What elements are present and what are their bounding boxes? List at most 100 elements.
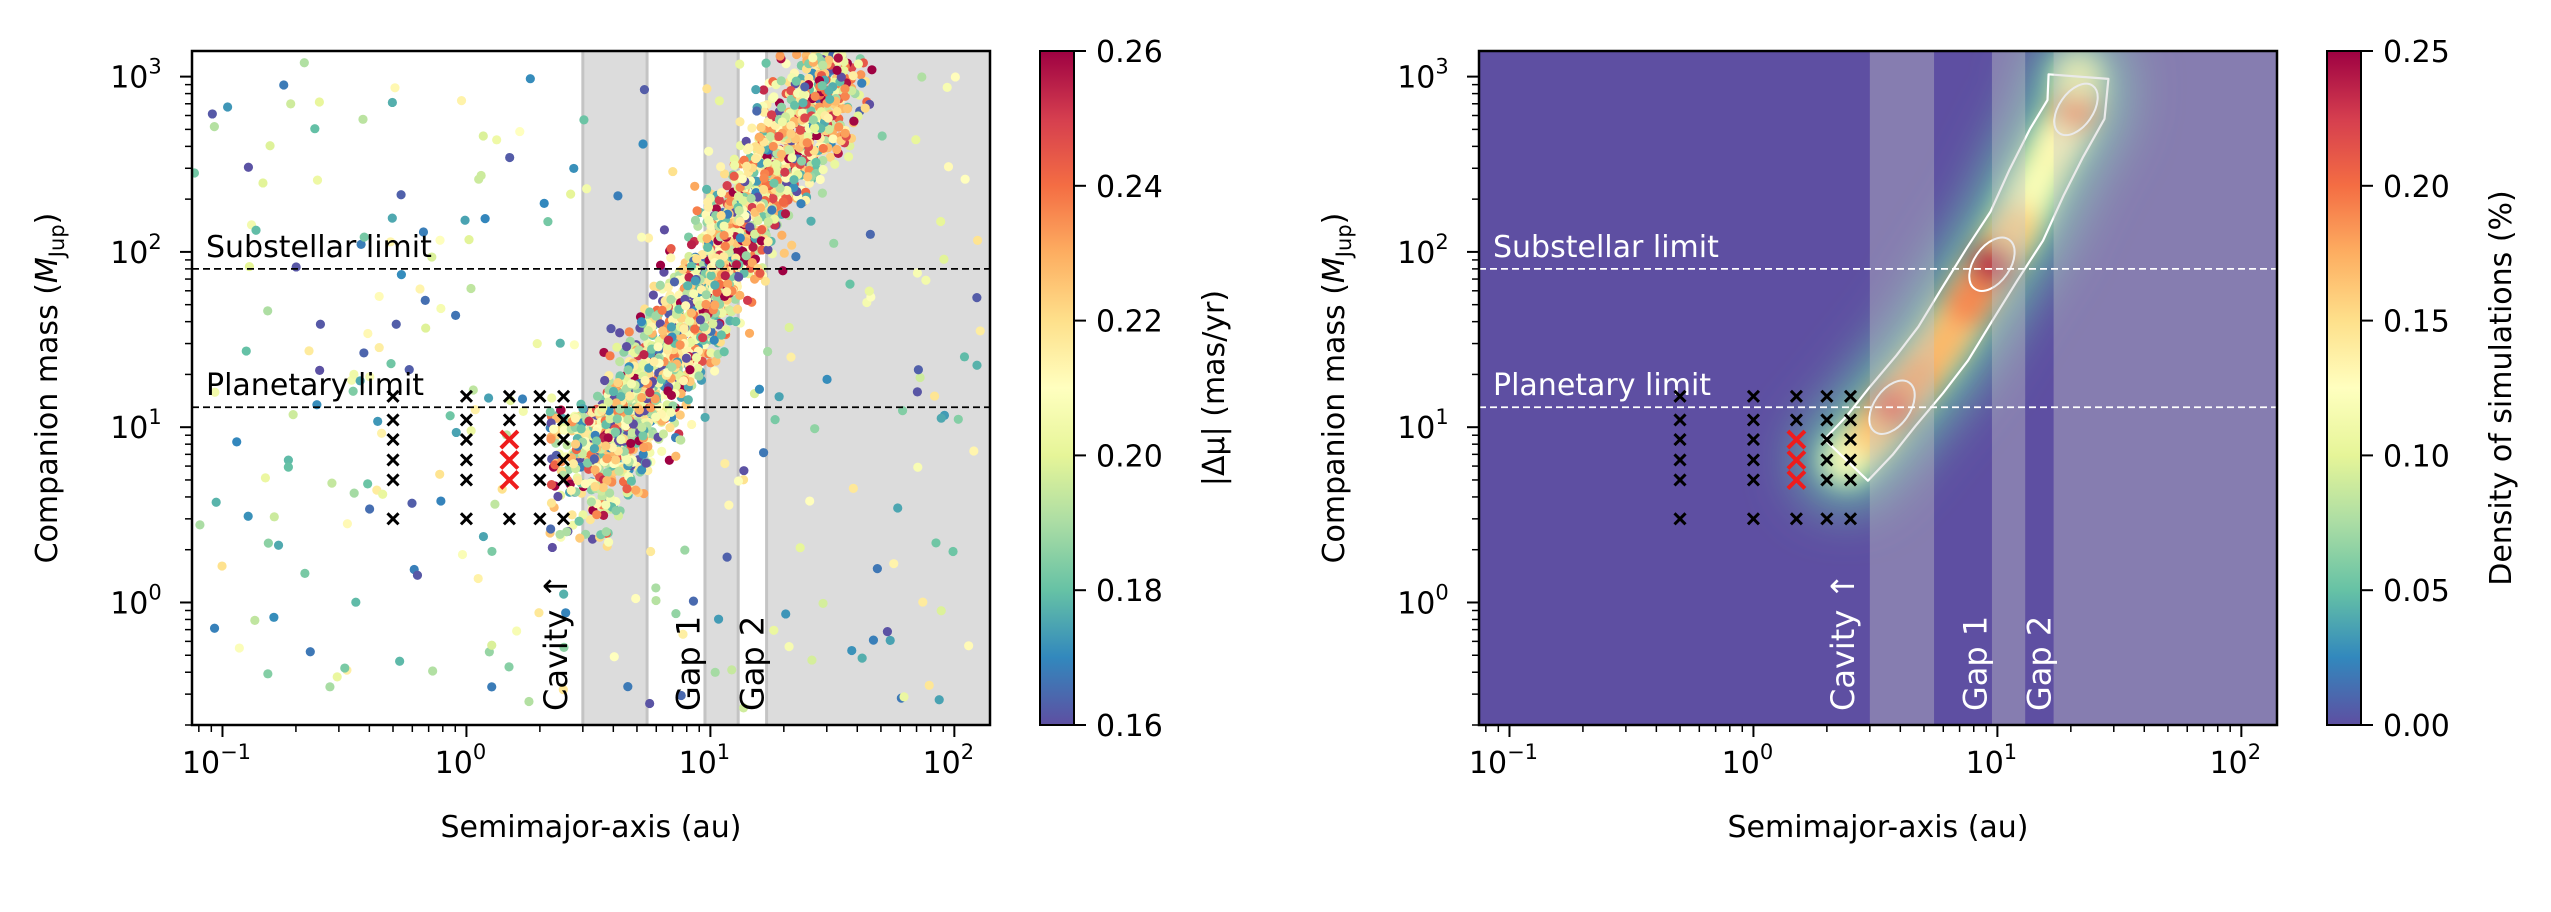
grid-point-marker (556, 413, 571, 427)
scatter-point (611, 455, 621, 465)
colorbar-label: Density of simulations (%) (2484, 190, 2519, 586)
x-tick-exponent: 2 (2248, 740, 2261, 764)
scatter-point (638, 431, 648, 441)
scatter-point (639, 350, 649, 360)
y-tick-label: 100 (1397, 580, 1449, 621)
scatter-point (676, 435, 686, 445)
scatter-point (716, 188, 727, 198)
scatter-point (683, 395, 693, 405)
grid-point-marker (1789, 389, 1803, 403)
scatter-point (655, 260, 666, 270)
scatter-point (840, 128, 850, 138)
scatter-point (809, 123, 820, 133)
scatter-point (646, 546, 656, 557)
scatter-point (608, 386, 619, 397)
scatter-point (972, 360, 982, 370)
scatter-point (575, 533, 585, 543)
x-tick-exponent: 0 (473, 740, 486, 764)
scatter-point (671, 608, 681, 619)
scatter-point (791, 76, 801, 86)
scatter-point (828, 134, 838, 144)
scatter-point (355, 376, 365, 386)
scatter-point (603, 537, 614, 547)
x-tick-label: 102 (2210, 740, 2262, 781)
scatter-point (872, 564, 882, 574)
scatter-point (742, 295, 753, 305)
scatter-point (192, 168, 200, 178)
scatter-point (603, 433, 613, 443)
y-tick-label: 101 (1397, 405, 1449, 446)
scatter-point (771, 159, 781, 169)
scatter-point (663, 282, 673, 292)
scatter-point (750, 229, 760, 239)
density-peak (1897, 352, 1942, 397)
scatter-point (658, 326, 668, 336)
colorbar-tick-label: 0.24 (1096, 170, 1163, 205)
scatter-point (791, 252, 801, 262)
grid-point-marker (1843, 473, 1858, 487)
scatter-point (473, 573, 483, 584)
scatter-point (818, 598, 828, 609)
x-axis-label: Semimajor-axis (au) (440, 810, 741, 845)
scatter-point (786, 352, 796, 362)
scatter-point (614, 466, 624, 476)
scatter-point (643, 233, 654, 243)
scatter-point (709, 335, 719, 345)
scatter-point (680, 545, 690, 555)
scatter-point (260, 473, 271, 483)
scatter-point (412, 570, 423, 580)
scatter-point (601, 441, 611, 451)
scatter-point (666, 244, 676, 254)
y-tick-base: 10 (1397, 411, 1435, 446)
x-tick-label: 100 (435, 740, 487, 781)
grid-point-marker (1789, 512, 1803, 526)
scatter-point (283, 455, 293, 465)
scatter-point (959, 352, 970, 362)
scatter-point (304, 346, 314, 356)
scatter-point (972, 293, 982, 303)
grid-point-marker (1820, 433, 1834, 447)
grid-point-marker (459, 453, 473, 467)
scatter-point (717, 308, 727, 318)
scatter-point (885, 635, 895, 646)
grid-point-marker (1673, 453, 1687, 467)
scatter-point (800, 113, 810, 123)
scatter-point (587, 534, 598, 544)
scatter-point (786, 129, 796, 139)
scatter-point (668, 166, 678, 177)
y-tick-base: 10 (110, 61, 148, 96)
scatter-point (690, 276, 700, 286)
scatter-point (747, 257, 757, 268)
scatter-point (953, 414, 963, 424)
scatter-point (395, 656, 405, 666)
scatter-point (217, 561, 227, 571)
scatter-point (451, 427, 461, 438)
scatter-point (591, 436, 602, 446)
scatter-point (807, 655, 817, 665)
scatter-point (613, 377, 623, 388)
density-contour-inner (1868, 379, 1916, 435)
grid-point-marker (386, 473, 400, 487)
y-label-part: Jup (45, 224, 69, 259)
scatter-point (719, 230, 729, 241)
scatter-point (623, 414, 633, 425)
grid-point-marker (1843, 389, 1858, 403)
scatter-point (626, 379, 637, 389)
scatter-point (763, 237, 773, 247)
scatter-point (693, 363, 703, 373)
scatter-point (714, 195, 724, 205)
scatter-point (578, 404, 588, 414)
scatter-point (769, 625, 779, 635)
scatter-point (915, 372, 925, 383)
scatter-point (950, 72, 960, 82)
scatter-point (759, 173, 769, 183)
band-label: Cavity ↑ (537, 573, 575, 711)
scatter-point (716, 162, 726, 172)
x-tick-exponent: 2 (961, 740, 974, 764)
scatter-point (912, 268, 923, 278)
scatter-point (741, 251, 751, 261)
scatter-point (232, 437, 242, 447)
scatter-point (808, 53, 818, 63)
band-label: Gap 1 (669, 616, 707, 711)
scatter-point (840, 91, 850, 101)
